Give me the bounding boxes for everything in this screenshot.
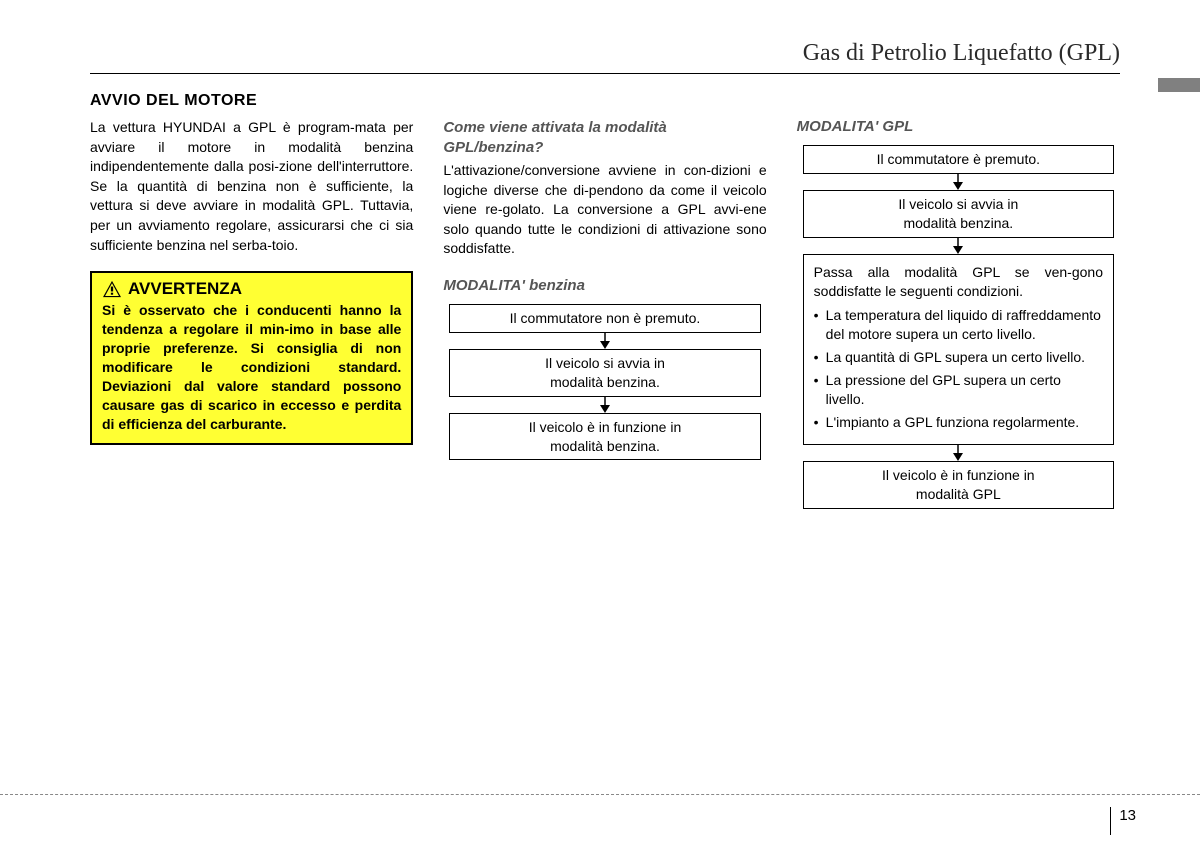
- benzina-mode-heading: MODALITA' benzina: [443, 277, 766, 294]
- gpl-conditions-box: Passa alla modalità GPL se ven-gono sodd…: [803, 254, 1114, 445]
- list-item: La temperatura del liquido di raffreddam…: [814, 306, 1103, 344]
- gpl-step-4: Il veicolo è in funzione in modalità GPL: [803, 461, 1114, 509]
- flow-arrow-icon: [797, 445, 1120, 461]
- header-rule: [90, 73, 1120, 74]
- page-number: 13: [1119, 807, 1136, 824]
- column-1: La vettura HYUNDAI a GPL è program-mata …: [90, 118, 413, 509]
- column-3: MODALITA' GPL Il commutatore è premuto. …: [797, 118, 1120, 509]
- flow-arrow-icon: [443, 333, 766, 349]
- warning-header: AVVERTENZA: [92, 273, 411, 301]
- activation-paragraph: L'attivazione/conversione avviene in con…: [443, 161, 766, 259]
- warning-box: AVVERTENZA Si è osservato che i conducen…: [90, 271, 413, 445]
- list-item: La quantità di GPL supera un certo livel…: [814, 348, 1103, 367]
- list-item: La pressione del GPL supera un certo liv…: [814, 371, 1103, 409]
- benzina-step-3: Il veicolo è in funzione in modalità ben…: [449, 413, 760, 461]
- manual-page: Gas di Petrolio Liquefatto (GPL) AVVIO D…: [0, 0, 1200, 509]
- list-item: L'impianto a GPL funziona regolarmente.: [814, 413, 1103, 432]
- column-2: Come viene attivata la modalità GPL/benz…: [443, 118, 766, 509]
- chapter-title: Gas di Petrolio Liquefatto (GPL): [90, 40, 1120, 67]
- gpl-conditions-list: La temperatura del liquido di raffreddam…: [814, 306, 1103, 431]
- intro-paragraph: La vettura HYUNDAI a GPL è program-mata …: [90, 118, 413, 255]
- warning-triangle-icon: [102, 280, 122, 298]
- gpl-step-1: Il commutatore è premuto.: [803, 145, 1114, 174]
- section-heading: AVVIO DEL MOTORE: [90, 92, 1120, 110]
- three-column-layout: La vettura HYUNDAI a GPL è program-mata …: [90, 118, 1120, 509]
- warning-label: AVVERTENZA: [128, 279, 242, 299]
- side-tab: [1158, 78, 1200, 92]
- flow-arrow-icon: [797, 238, 1120, 254]
- gpl-mode-heading: MODALITA' GPL: [797, 118, 1120, 135]
- page-cut-line: [0, 794, 1200, 795]
- flow-arrow-icon: [443, 397, 766, 413]
- warning-text: Si è osservato che i conducenti hanno la…: [92, 301, 411, 443]
- page-number-box: 13: [1110, 807, 1136, 835]
- gpl-conditions-intro: Passa alla modalità GPL se ven-gono sodd…: [814, 263, 1103, 301]
- benzina-step-1: Il commutatore non è premuto.: [449, 304, 760, 333]
- gpl-step-2: Il veicolo si avvia in modalità benzina.: [803, 190, 1114, 238]
- benzina-step-2: Il veicolo si avvia in modalità benzina.: [449, 349, 760, 397]
- activation-subheading: Come viene attivata la modalità GPL/benz…: [443, 118, 766, 157]
- flow-arrow-icon: [797, 174, 1120, 190]
